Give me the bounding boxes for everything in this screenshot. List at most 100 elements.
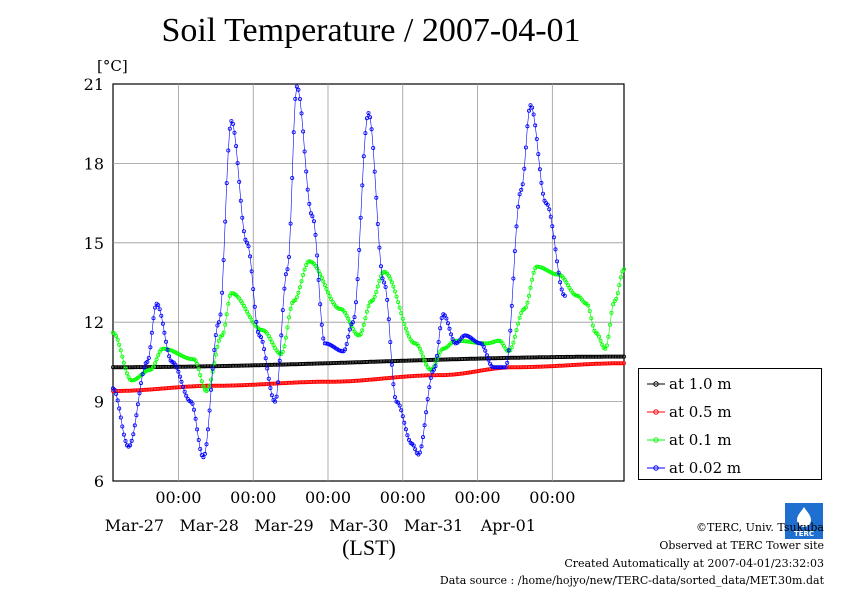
- data-point: [193, 358, 198, 363]
- data-point: [425, 397, 430, 402]
- data-point: [604, 343, 609, 348]
- data-point: [223, 322, 228, 327]
- data-point: [527, 293, 532, 298]
- data-point: [223, 219, 228, 224]
- data-point: [316, 277, 321, 282]
- data-point: [355, 277, 360, 282]
- data-point: [447, 326, 452, 331]
- data-point: [149, 330, 154, 335]
- x-tick-date-label: Mar-30: [329, 516, 388, 535]
- data-point: [302, 149, 307, 154]
- x-tick-date-label: Mar-31: [404, 516, 463, 535]
- x-tick-date-label: Mar-29: [254, 516, 313, 535]
- data-point: [386, 317, 391, 322]
- data-point: [400, 414, 405, 419]
- data-point: [179, 379, 184, 384]
- y-tick-label: 15: [84, 234, 104, 253]
- data-point: [512, 334, 517, 339]
- data-point: [517, 192, 522, 197]
- data-point: [358, 332, 363, 337]
- data-point: [382, 280, 387, 285]
- data-point: [160, 321, 165, 326]
- data-point: [427, 385, 432, 390]
- data-point: [420, 354, 425, 359]
- legend-marker-icon: [647, 381, 665, 387]
- data-point: [274, 394, 279, 399]
- data-point: [118, 348, 123, 353]
- data-point: [269, 393, 274, 398]
- data-point: [321, 279, 326, 284]
- data-point: [182, 389, 187, 394]
- data-point: [375, 284, 380, 289]
- data-point: [378, 264, 383, 269]
- data-point: [556, 270, 561, 275]
- data-point: [151, 316, 156, 321]
- data-point: [615, 291, 620, 296]
- data-point: [159, 313, 164, 318]
- data-point: [301, 129, 306, 134]
- data-point: [181, 384, 186, 389]
- data-point: [347, 327, 352, 332]
- data-point: [280, 349, 285, 354]
- data-point: [305, 187, 310, 192]
- data-point: [587, 308, 592, 313]
- data-point: [363, 131, 368, 136]
- data-point: [391, 382, 396, 387]
- data-point: [344, 341, 349, 346]
- data-point: [201, 455, 206, 460]
- data-point: [123, 438, 128, 443]
- data-point: [396, 400, 401, 405]
- data-point: [541, 191, 546, 196]
- data-point: [313, 232, 318, 237]
- series-at-0-02-m: [111, 84, 567, 460]
- data-point: [117, 406, 122, 411]
- data-point: [234, 144, 239, 149]
- data-point: [411, 443, 416, 448]
- data-point: [129, 438, 134, 443]
- data-point: [227, 126, 232, 131]
- data-point: [137, 391, 142, 396]
- data-point: [392, 395, 397, 400]
- data-point: [294, 295, 299, 300]
- data-point: [254, 319, 259, 324]
- data-point: [523, 305, 528, 310]
- data-point: [438, 326, 443, 331]
- data-point: [508, 328, 513, 333]
- x-tick-time-label: 00:00: [529, 488, 575, 507]
- data-point: [609, 310, 614, 315]
- data-point: [520, 182, 525, 187]
- data-point: [216, 338, 221, 343]
- data-point: [369, 127, 374, 132]
- data-point: [353, 300, 358, 305]
- data-point: [148, 345, 153, 350]
- data-point: [282, 286, 287, 291]
- data-point: [243, 306, 248, 311]
- data-point: [173, 362, 178, 367]
- series-at-0-5-m: [111, 361, 627, 393]
- data-point: [224, 181, 229, 186]
- data-point: [620, 354, 625, 359]
- x-tick-date-label: Mar-27: [105, 516, 164, 535]
- data-point: [548, 214, 553, 219]
- data-point: [221, 258, 226, 263]
- data-point: [232, 130, 237, 135]
- data-point: [445, 321, 450, 326]
- data-point: [131, 432, 136, 437]
- data-point: [215, 344, 220, 349]
- data-point: [243, 237, 248, 242]
- data-point: [385, 297, 390, 302]
- data-point: [505, 360, 510, 365]
- x-tick-time-label: 00:00: [230, 488, 276, 507]
- data-point: [417, 346, 422, 351]
- data-point: [286, 315, 291, 320]
- data-point: [622, 361, 627, 366]
- y-tick-label: 12: [84, 313, 104, 332]
- data-point: [509, 303, 514, 308]
- data-point: [589, 316, 594, 321]
- data-point: [156, 303, 161, 308]
- data-point: [377, 278, 382, 283]
- data-point: [433, 364, 438, 369]
- data-point: [251, 287, 256, 292]
- data-point: [598, 338, 603, 343]
- data-point: [324, 286, 329, 291]
